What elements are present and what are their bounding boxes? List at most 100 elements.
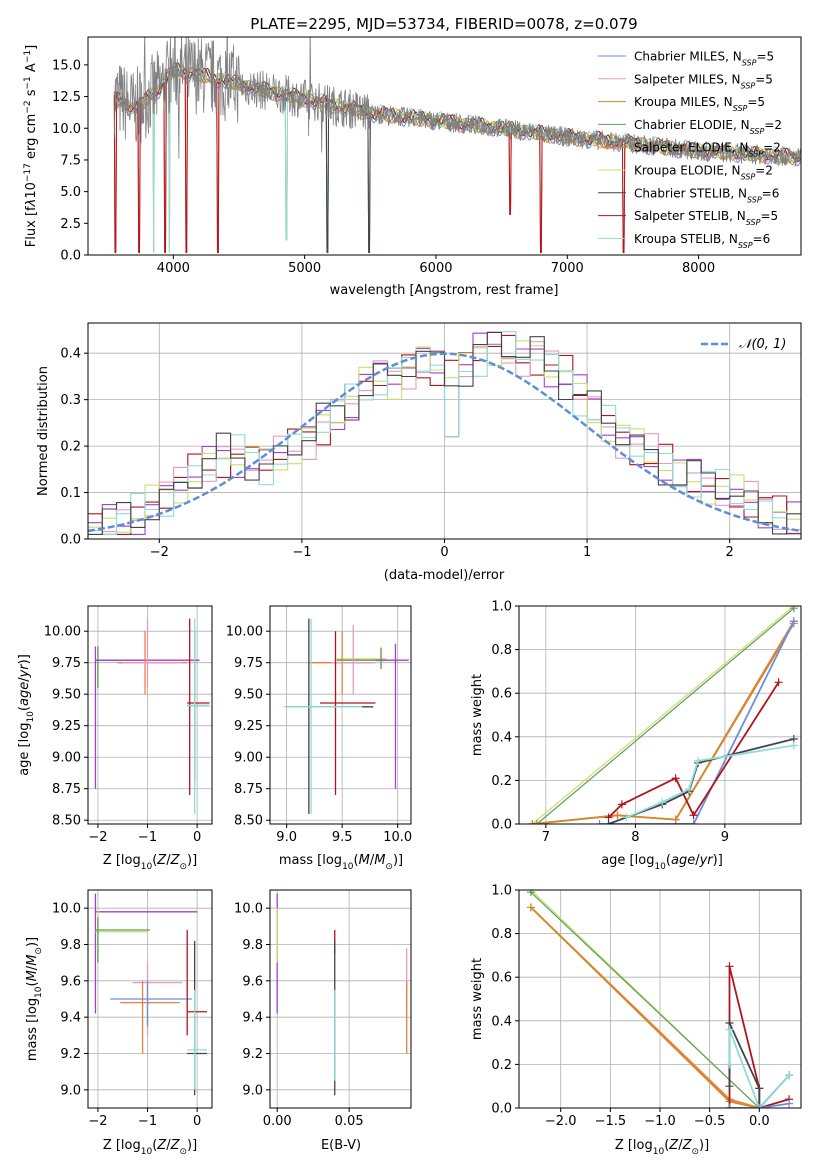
x-tick-label: 8000	[682, 261, 715, 276]
residuals-axes-frame	[87, 322, 802, 540]
weight-marker	[604, 820, 613, 824]
legend-label: Salpeter ELODIE, NSSP=2	[634, 141, 781, 159]
spectrum-data	[113, 37, 801, 167]
y-tick-label: 9.00	[52, 751, 81, 766]
x-tick-label: −1.0	[644, 1114, 676, 1129]
weight-marker	[789, 741, 798, 750]
figure-title: PLATE=2295, MJD=53734, FIBERID=0078, z=0…	[250, 15, 637, 33]
y-tick-label: 9.25	[234, 719, 263, 734]
x-tick-label: 7	[542, 830, 550, 845]
weight-marker	[617, 800, 626, 809]
y-tick-label: 10.0	[52, 902, 81, 917]
y-tick-label: 10.0	[234, 902, 263, 917]
errorbar-point-chabrier-stelib	[187, 631, 210, 783]
weight-marker	[532, 820, 541, 824]
y-tick-label: 0.0	[60, 533, 81, 548]
x-tick-label: 2	[726, 545, 734, 560]
y-tick-label: 12.5	[52, 90, 81, 105]
y-tick-label: 9.50	[52, 688, 81, 703]
x-tick-label: 0	[440, 545, 448, 560]
spectrum-xlabel: wavelength [Angstrom, rest frame]	[330, 283, 559, 298]
y-tick-label: 0.4	[491, 730, 512, 745]
weight-marker	[785, 1071, 794, 1080]
x-tick-label: 9	[721, 830, 729, 845]
age-z-panel: −2 −1 0 8.50 8.75 9.00 9.25 9.50 9.75 10.00 Z [lo…	[17, 605, 213, 872]
x-tick-label: 0	[193, 830, 201, 845]
errorbar-point-kroupa-elodie	[95, 908, 148, 963]
y-tick-label: 9.2	[242, 1047, 263, 1062]
y-tick-label: 0.0	[491, 818, 512, 833]
y-tick-label: 9.8	[242, 938, 263, 953]
x-tick-label: −2	[150, 545, 169, 560]
weight-series-kroupa-stelib	[622, 741, 798, 822]
y-tick-label: 2.5	[60, 217, 81, 232]
errorbar-point-kroupa-stelib	[187, 989, 208, 1090]
y-tick-label: 5.0	[60, 185, 81, 200]
gaussian-curve	[88, 352, 801, 533]
legend-label: Kroupa ELODIE, NSSP=2	[634, 164, 773, 182]
weight-marker	[755, 1104, 764, 1108]
weight-marker	[622, 813, 631, 822]
y-tick-label: 0.0	[491, 1102, 512, 1117]
model-line-kroupa-miles	[113, 67, 801, 253]
age-mass-panel: 9.0 9.5 10.08.508.759.009.259.509.7510.00 …	[226, 605, 412, 872]
y-tick-label: 10.00	[44, 625, 81, 640]
age-mass-xlabel: mass [log10(M/M⊙)]	[279, 853, 403, 872]
y-tick-label: 1.0	[491, 884, 512, 899]
errorbar-point-salpeter-stelib	[319, 631, 376, 796]
y-tick-label: 9.8	[60, 938, 81, 953]
weight-marker	[725, 1082, 734, 1091]
x-tick-label: 1	[583, 545, 591, 560]
residual-hist-kroupa-stelib	[88, 331, 801, 535]
weight-series-salpeter-elodie	[526, 903, 764, 1108]
y-tick-label: 8.50	[52, 814, 81, 829]
age-z-ylabel: age [log10(age/yr)]	[17, 654, 36, 776]
y-tick-label: 10.00	[226, 625, 263, 640]
y-tick-label: 9.4	[242, 1011, 263, 1026]
spectrum-axes-frame	[87, 36, 802, 256]
legend-label: Kroupa STELIB, NSSP=6	[634, 232, 770, 250]
errorbar-point-purple	[94, 893, 198, 1014]
weight-age-xlabel: age [log10(age/yr)]	[601, 853, 723, 872]
x-tick-label: 0.05	[335, 1114, 364, 1129]
x-tick-label: 0.00	[263, 1114, 292, 1129]
errorbar-point-salpeter-miles	[122, 618, 183, 688]
errorbar-point-chabrier-elodie	[95, 646, 150, 688]
x-tick-label: 9.5	[332, 830, 353, 845]
weight-marker	[755, 1084, 764, 1093]
weight-marker	[595, 820, 604, 824]
weight-age-axes-frame	[518, 605, 802, 825]
mass-z-xlabel: Z [log10(Z/Z⊙)]	[103, 1138, 197, 1157]
y-tick-label: 9.6	[242, 974, 263, 989]
y-tick-label: 9.2	[60, 1047, 81, 1062]
y-tick-label: 0.0	[60, 249, 81, 264]
y-tick-label: 8.50	[234, 814, 263, 829]
spectrum-legend: Chabrier MILES, NSSP=5 Salpeter MILES, NS…	[598, 50, 782, 250]
weight-marker	[694, 756, 703, 765]
weight-marker	[528, 820, 537, 824]
errorbar-point-chabrier-elodie	[95, 917, 150, 963]
mass-ebv-panel: 0.00 0.05 9.0 9.2 9.4 9.6 9.8 10.0 E(B-V)	[234, 889, 412, 1153]
weight-marker	[725, 962, 734, 971]
legend-label: Chabrier MILES, NSSP=5	[634, 50, 774, 68]
weight-marker	[785, 1099, 794, 1108]
weight-marker	[685, 785, 694, 794]
x-tick-label: −2	[88, 1114, 107, 1129]
y-tick-label: 9.0	[60, 1083, 81, 1098]
mass-ebv-xlabel: E(B-V)	[321, 1138, 361, 1153]
y-tick-label: 0.2	[491, 1058, 512, 1073]
y-tick-label: 0.8	[491, 927, 512, 942]
y-tick-label: 7.5	[60, 153, 81, 168]
y-tick-label: 10.0	[52, 122, 81, 137]
y-tick-label: 9.75	[52, 656, 81, 671]
x-tick-label: 9.0	[276, 830, 297, 845]
x-tick-label: −1	[292, 545, 311, 560]
residuals-ylabel: Normed distribution	[36, 366, 51, 496]
spectrum-ylabel: Flux [fλ10−17 erg cm−2 s−1 A−1]	[23, 45, 39, 247]
y-tick-label: 0.1	[60, 486, 81, 501]
spectrum-data-line	[113, 37, 801, 167]
age-z-xlabel: Z [log10(Z/Z⊙)]	[103, 853, 197, 872]
residual-hist-chabrier-stelib	[88, 331, 801, 535]
y-tick-label: 9.25	[52, 719, 81, 734]
y-tick-label: 9.6	[60, 974, 81, 989]
